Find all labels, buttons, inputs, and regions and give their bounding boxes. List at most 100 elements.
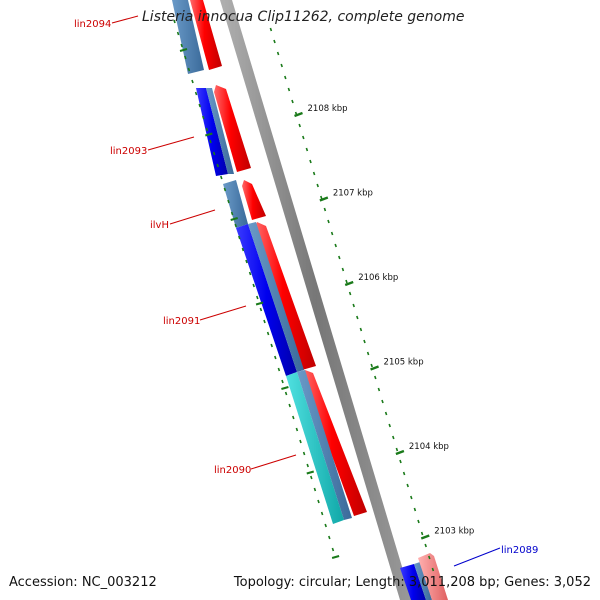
label-lin2090: lin2090 [214,465,251,476]
scale-dot [238,235,241,240]
tick-label: 2105 kbp [384,358,424,368]
gene-ilvH-forward [242,180,266,220]
scale-dot [223,187,227,192]
scale-dot [331,547,335,552]
scale-dot [356,315,359,320]
scale-dot [381,399,384,404]
scale-dot [406,483,409,488]
gene-lin2091-reverse [236,224,297,376]
scale-dot [310,475,313,480]
leader-lin2090 [250,454,297,470]
scale-dot [370,363,373,368]
genome-title: Listeria innocua Clip11262, complete gen… [142,9,465,25]
scale-dot [313,487,317,492]
major-tick [319,196,329,202]
leader-lin2091 [199,305,247,321]
tick-label: 2108 kbp [308,104,348,114]
gene-lin2093b-reverse [206,88,234,174]
scale-dot [327,219,330,224]
scale-dot [291,99,294,104]
gene-lin2090-rna [286,372,344,524]
scale-dots-inner [173,19,335,552]
scale-dot [417,519,420,524]
major-tick [420,534,430,540]
leader-lin2093 [147,136,195,151]
scale-dot [309,159,312,164]
scale-dot [256,295,259,300]
gene-lin2091-forward [255,222,316,370]
scale-dot [284,75,287,80]
scale-dot [348,291,352,296]
scale-dot [338,255,341,260]
gene-lin2094-forward [190,0,222,70]
genome-backbone [220,0,412,600]
scale-dot [234,223,237,228]
gene-lin2090b-reverse [297,370,352,520]
gene-lin2089b-reverse [414,562,432,600]
scale-dot [292,415,295,420]
minor-tick [281,386,289,390]
scale-dot [259,307,263,312]
scale-dot [295,427,299,432]
scale-dot [328,535,331,540]
scale-ticks: 2108 kbp 2107 kbp 2106 kbp 2105 kbp 2104 kbp… [179,48,474,559]
scale-dot [388,423,391,428]
label-lin2091: lin2091 [163,316,200,327]
scale-dot [280,63,283,68]
scale-dot [402,471,406,476]
scale-dot [395,447,399,452]
scale-dot [330,231,334,236]
tick-label: 2106 kbp [358,273,398,283]
scale-dot [270,343,273,348]
scale-dot [306,463,309,468]
scale-dot [323,207,327,212]
gene-lin2089-forward [418,553,448,600]
scale-dot [324,523,327,528]
gene-lin2093-reverse [196,88,228,176]
scale-dot [320,511,324,516]
scale-dot [366,351,370,356]
scale-dot [187,67,191,72]
scale-dot [281,379,284,384]
scale-dot [198,103,201,108]
minor-tick [179,48,188,52]
scale-dot [312,171,316,176]
minor-tick [306,470,315,475]
scale-dot [320,195,323,200]
scale-dot [284,391,288,396]
scale-dots-outer [269,27,435,572]
scale-dot [410,495,413,500]
scale-dot [212,151,216,156]
scale-dot [266,331,270,336]
scale-dot [384,411,388,416]
major-tick [294,111,303,118]
major-tick [370,365,379,371]
genome-info-text: Topology: circular; Length: 3,011,208 bp… [233,575,591,590]
scale-dot [298,123,301,128]
tick-label: 2104 kbp [409,442,449,452]
gene-lin2090-forward [303,370,367,516]
scale-dot [352,303,355,308]
tick-label: 2103 kbp [434,527,474,537]
gene-lin2093-forward [214,85,251,172]
scale-dot [263,319,266,324]
scale-dot [413,507,417,512]
minor-tick [331,555,340,559]
leader-lin2089 [453,547,501,567]
scale-dot [241,247,245,252]
scale-dot [302,451,306,456]
scale-dot [184,55,187,60]
gene-lin2089-reverse [400,564,426,600]
label-lin2094: lin2094 [74,19,111,30]
scale-dot [399,459,402,464]
scale-dot [424,543,427,548]
scale-dot [269,27,273,32]
minor-tick [230,217,238,221]
scale-dot [274,355,277,360]
gene-ilvH-reverse [223,180,248,228]
accession-text: Accession: NC_003212 [9,575,157,590]
label-lin2093: lin2093 [110,146,147,157]
scale-dot [359,327,363,332]
scale-dot [230,211,234,216]
